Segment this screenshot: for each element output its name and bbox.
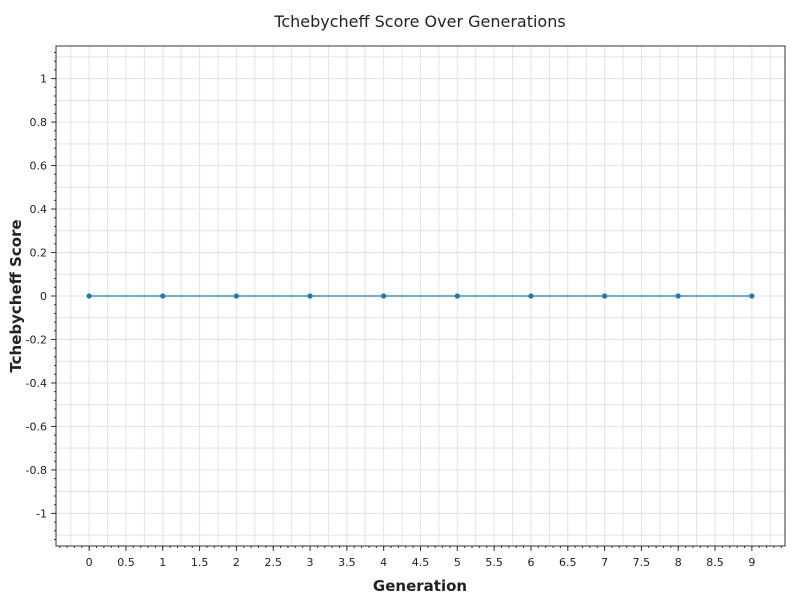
x-tick-label: 8 xyxy=(675,556,682,569)
x-tick-label: 6 xyxy=(527,556,534,569)
x-tick-label: 6.5 xyxy=(559,556,577,569)
data-point xyxy=(381,293,387,299)
x-tick-label: 5.5 xyxy=(485,556,503,569)
x-tick-label: 9 xyxy=(748,556,755,569)
y-tick-label: 1 xyxy=(40,73,47,86)
data-point xyxy=(160,293,166,299)
y-tick-label: -0.8 xyxy=(26,464,47,477)
data-point xyxy=(601,293,608,299)
x-tick-label: 7 xyxy=(601,556,608,569)
x-tick-label: 4 xyxy=(380,556,387,569)
x-tick-label: 8.5 xyxy=(706,556,724,569)
y-tick-label: -0.4 xyxy=(26,377,47,390)
x-tick-label: 4.5 xyxy=(412,556,430,569)
x-tick-label: 5 xyxy=(454,556,461,569)
data-point xyxy=(749,293,755,299)
y-axis-label: Tchebycheff Score xyxy=(7,219,25,372)
series-layer xyxy=(86,293,755,299)
y-axis-ticks: 1 0.8 0.6 0.4 0.2 0 -0.2 -0.4 -0.6 -0.8 -1 xyxy=(26,73,56,520)
x-tick-label: 1.5 xyxy=(191,556,209,569)
x-tick-label: 2.5 xyxy=(264,556,282,569)
x-axis-ticks: 0 0.5 1 1.5 2 2.5 3 3.5 4 4.5 5 5.5 6 6.5 7 7.5 8 8.5 9 xyxy=(86,546,755,569)
x-tick-label: 7.5 xyxy=(633,556,651,569)
y-tick-label: -0.2 xyxy=(26,333,47,346)
y-tick-label: -0.6 xyxy=(26,420,47,433)
data-point xyxy=(528,293,534,299)
data-point xyxy=(454,293,460,299)
x-tick-label: 2 xyxy=(233,556,240,569)
x-tick-label: 3.5 xyxy=(338,556,356,569)
x-tick-label: 0 xyxy=(86,556,93,569)
data-point xyxy=(307,293,313,299)
y-tick-label: 0 xyxy=(40,290,47,303)
x-tick-label: 3 xyxy=(307,556,314,569)
x-tick-label: 1 xyxy=(159,556,166,569)
data-point xyxy=(233,293,240,299)
y-tick-label: -1 xyxy=(36,507,47,520)
x-tick-label: 0.5 xyxy=(117,556,135,569)
x-axis-label: Generation xyxy=(373,577,467,595)
y-tick-label: 0.4 xyxy=(30,203,48,216)
data-point xyxy=(675,293,681,299)
chart-title: Tchebycheff Score Over Generations xyxy=(273,12,565,31)
y-tick-label: 0.8 xyxy=(30,116,48,129)
y-tick-label: 0.6 xyxy=(30,160,48,173)
data-point xyxy=(86,293,92,299)
y-tick-label: 0.2 xyxy=(30,247,48,260)
